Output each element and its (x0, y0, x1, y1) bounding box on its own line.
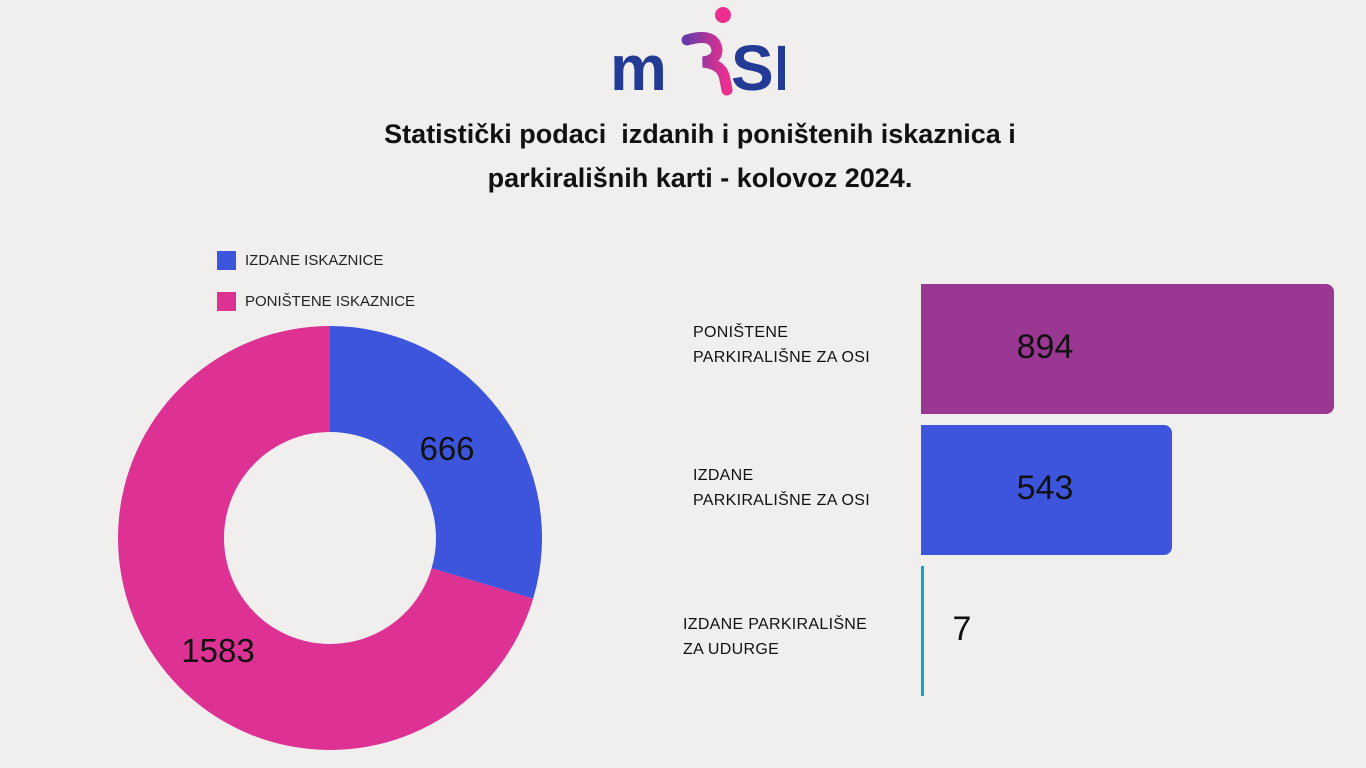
svg-text:SI: SI (731, 32, 785, 97)
title-line-2: parkirališnih karti - kolovoz 2024. (487, 163, 913, 193)
legend-item-ponistene: PONIŠTENE ISKAZNICE (217, 292, 415, 311)
donut-slice-1 (117, 326, 534, 750)
page-title: Statistički podaci izdanih i poništenih … (300, 112, 1100, 200)
bar-1 (921, 425, 1172, 555)
bar-0 (921, 284, 1334, 414)
bar-value-label: 894 (1016, 328, 1074, 366)
mosi-logo: m SI (610, 7, 785, 97)
svg-text:m: m (610, 32, 665, 97)
donut-value-label: 666 (419, 430, 474, 467)
legend-swatch (217, 292, 236, 311)
legend-label: PONIŠTENE ISKAZNICE (245, 293, 416, 310)
bar-label-1: IZDANE PARKIRALIŠNE ZA OSI (693, 467, 871, 509)
donut-chart: 666 1583 (117, 326, 542, 750)
legend-swatch (217, 251, 236, 270)
bar-value-label: 543 (1016, 469, 1074, 507)
bar-label-0: PONIŠTENE PARKIRALIŠNE ZA OSI (693, 324, 871, 366)
bar-value-label: 7 (952, 610, 972, 648)
legend-item-izdane: IZDANE ISKAZNICE (217, 251, 383, 270)
bar-label-2: IZDANE PARKIRALIŠNE ZA UDURGE (683, 616, 868, 658)
donut-value-label: 1583 (181, 632, 254, 669)
bar-2 (921, 566, 925, 696)
title-line-1: Statistički podaci izdanih i poništenih … (384, 119, 1016, 149)
legend-label: IZDANE ISKAZNICE (245, 252, 384, 269)
donut-slice-0 (330, 326, 542, 599)
